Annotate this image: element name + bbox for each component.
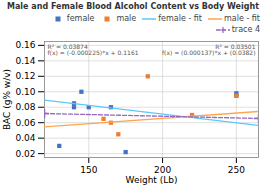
svg-text:0.08: 0.08	[15, 102, 35, 112]
svg-text:0.14: 0.14	[15, 56, 35, 66]
html-text:female - fit: female - fit	[158, 14, 202, 23]
svg-text:R² = 0.03501f(x) = (0.000137)*: R² = 0.03501f(x) = (0.000137)*x + (0.038…	[162, 43, 256, 56]
html-text:Male and Female Blood Alcohol: Male and Female Blood Alcohol Content vs…	[7, 2, 259, 11]
svg-text:0.12: 0.12	[15, 71, 35, 81]
svg-text:0.02: 0.02	[15, 149, 35, 159]
svg-text:0.10: 0.10	[15, 87, 35, 97]
svg-text:200: 200	[154, 165, 171, 175]
svg-text:150: 150	[80, 165, 97, 175]
svg-text:0.04: 0.04	[15, 133, 35, 143]
html-text:male - fit: male - fit	[224, 14, 260, 23]
html-text:male: male	[116, 14, 137, 23]
svg-text:0.06: 0.06	[15, 118, 35, 128]
svg-text:250: 250	[228, 165, 245, 175]
html-text:female: female	[66, 14, 95, 23]
svg-text:R² = 0.03874f(x) = (-0.000225): R² = 0.03874f(x) = (-0.000225)*x + 0.116…	[48, 43, 139, 56]
svg-text:BAC (g% w/v): BAC (g% w/v)	[2, 69, 12, 130]
html-text:trace 4: trace 4	[231, 25, 260, 34]
svg-text:0.16: 0.16	[15, 40, 35, 50]
svg-text:Weight (Lb): Weight (Lb)	[126, 175, 178, 185]
